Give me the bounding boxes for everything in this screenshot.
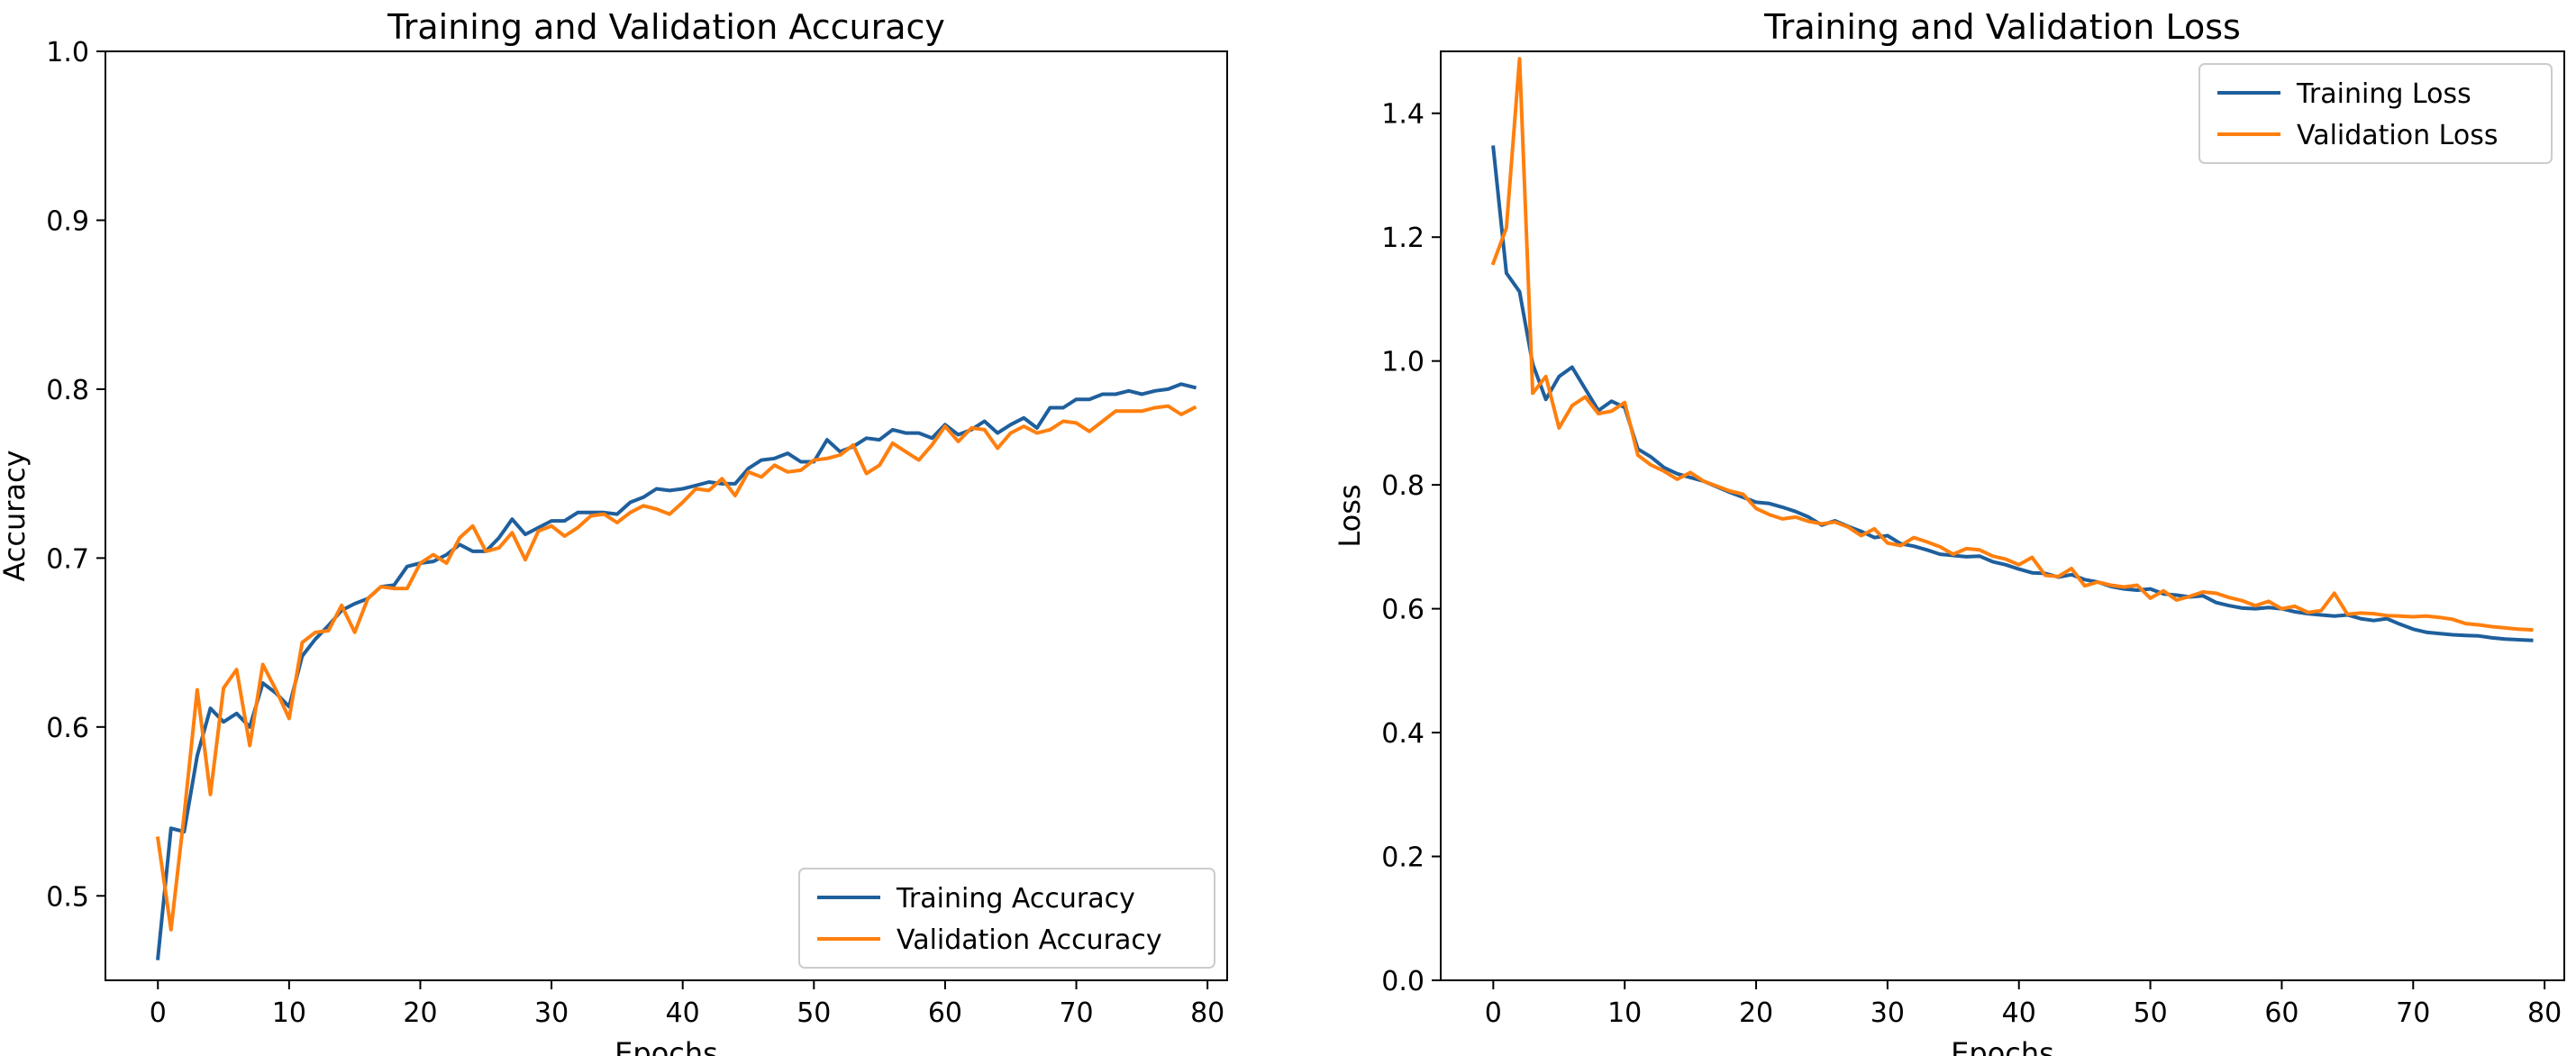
chart-2-y-tick-label: 0.4 bbox=[1381, 718, 1425, 750]
chart-1-y-tick-label: 0.7 bbox=[46, 543, 89, 575]
chart-2-y-tick-label: 0.6 bbox=[1381, 595, 1425, 626]
chart-2-x-axis-label: Epochs bbox=[1951, 1036, 2054, 1056]
chart-1-x-tick-label: 10 bbox=[272, 997, 306, 1029]
chart-2-y-tick-label: 0.0 bbox=[1381, 966, 1425, 997]
chart-1-y-tick-label: 0.8 bbox=[46, 375, 89, 406]
chart-1-y-tick-label: 0.9 bbox=[46, 205, 89, 237]
chart-2-y-tick-label: 1.4 bbox=[1381, 99, 1425, 131]
chart-2-y-tick-label: 1.0 bbox=[1381, 347, 1425, 378]
chart-1-y-tick-label: 0.5 bbox=[46, 881, 89, 913]
chart-1-x-tick-label: 60 bbox=[928, 997, 962, 1029]
chart-2-y-tick-label: 1.2 bbox=[1381, 223, 1425, 254]
chart-1-x-tick-label: 80 bbox=[1190, 997, 1224, 1029]
chart-2-x-tick-label: 30 bbox=[1871, 997, 1905, 1029]
chart-2-x-tick-label: 10 bbox=[1607, 997, 1642, 1029]
chart-2-title: Training and Validation Loss bbox=[1763, 7, 2241, 47]
chart-1-y-tick-label: 1.0 bbox=[46, 37, 89, 68]
chart-2-plot-frame bbox=[1440, 50, 2565, 981]
chart-2-x-tick-label: 60 bbox=[2264, 997, 2298, 1029]
chart-2-y-tick-label: 0.8 bbox=[1381, 470, 1425, 502]
chart-1-legend: Training Accuracy Validation Accuracy bbox=[798, 868, 1215, 969]
chart-1-legend-box bbox=[798, 868, 1215, 969]
chart-1: Training and Validation Accuracy 0 10 20 30 4… bbox=[0, 7, 1228, 1056]
chart-1-x-tick-label: 70 bbox=[1059, 997, 1093, 1029]
chart-1-title: Training and Validation Accuracy bbox=[387, 7, 945, 47]
chart-1-series-validation-accuracy bbox=[155, 404, 1197, 932]
chart-1-x-tick-label: 40 bbox=[666, 997, 700, 1029]
chart-1-y-axis-label: Accuracy bbox=[0, 450, 32, 581]
chart-2-legend-label: Training Loss bbox=[2296, 78, 2471, 110]
chart-2-legend-label: Validation Loss bbox=[2297, 120, 2498, 151]
chart-2-series-validation-loss bbox=[1490, 57, 2534, 633]
chart-2-y-axis-label: Loss bbox=[1333, 484, 1367, 547]
chart-2-x-tick-label: 50 bbox=[2133, 997, 2167, 1029]
chart-1-x-tick-label: 50 bbox=[796, 997, 831, 1029]
chart-1-x-tick-label: 20 bbox=[403, 997, 437, 1029]
chart-1-legend-label: Training Accuracy bbox=[896, 883, 1135, 915]
chart-1-x-axis-label: Epochs bbox=[614, 1036, 718, 1056]
chart-2-x-tick-label: 70 bbox=[2396, 997, 2430, 1029]
chart-2-y-tick-label: 0.2 bbox=[1381, 842, 1425, 874]
chart-2-x-tick-label: 40 bbox=[2002, 997, 2036, 1029]
chart-1-plot-frame bbox=[105, 50, 1228, 981]
chart-2-series-training-loss bbox=[1491, 145, 2534, 642]
chart-2-x-tick-label: 80 bbox=[2527, 997, 2562, 1029]
chart-1-legend-label: Validation Accuracy bbox=[897, 924, 1162, 956]
chart-1-y-tick-label: 0.6 bbox=[46, 713, 89, 744]
chart-2-x-tick-label: 20 bbox=[1739, 997, 1773, 1029]
chart-2-x-tick-label: 0 bbox=[1485, 997, 1502, 1029]
chart-1-x-tick-label: 30 bbox=[534, 997, 569, 1029]
chart-2-legend-box bbox=[2198, 63, 2553, 164]
chart-2-legend: Training Loss Validation Loss bbox=[2198, 63, 2553, 164]
chart-2: Training and Validation Loss 0 10 20 30 40 50 6… bbox=[1333, 7, 2565, 1056]
chart-1-x-tick-label: 0 bbox=[150, 997, 167, 1029]
